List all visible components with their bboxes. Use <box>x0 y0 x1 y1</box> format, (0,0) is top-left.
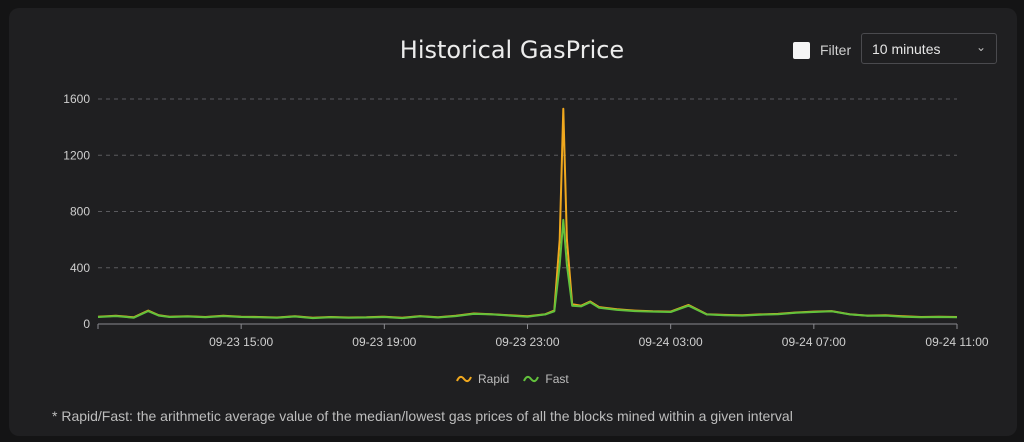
filter-label: Filter <box>820 42 852 58</box>
x-tick-label: 09-23 15:00 <box>209 335 273 349</box>
y-tick-label: 0 <box>83 317 90 331</box>
legend-label-fast: Fast <box>545 372 569 386</box>
filter-control[interactable]: Filter <box>793 40 851 60</box>
chevron-down-icon: ⌄ <box>975 40 986 54</box>
series-line-fast <box>97 218 958 320</box>
wave-icon <box>456 375 472 383</box>
grid-lines <box>98 98 957 269</box>
interval-select[interactable]: 10 minutes ⌄ <box>861 33 997 64</box>
series-line-rapid <box>97 107 958 319</box>
legend-item-fast[interactable]: Fast <box>523 372 569 386</box>
y-tick-label: 800 <box>70 205 90 219</box>
y-axis: 0 400 800 1200 1600 <box>63 92 90 331</box>
chart-card <box>9 8 1017 436</box>
x-tick-label: 09-24 07:00 <box>782 335 846 349</box>
wave-icon <box>523 375 540 383</box>
legend-item-rapid[interactable]: Rapid <box>456 372 509 386</box>
filter-checkbox[interactable] <box>793 41 810 59</box>
chart-title: Historical GasPrice <box>399 36 625 64</box>
legend: Rapid Fast <box>456 372 569 386</box>
series-lines <box>97 107 958 320</box>
y-tick-label: 1600 <box>63 92 90 106</box>
x-tick-label: 09-23 19:00 <box>352 335 416 349</box>
legend-label-rapid: Rapid <box>478 372 510 386</box>
footnote: * Rapid/Fast: the arithmetic average val… <box>52 408 793 424</box>
x-tick-label: 09-23 23:00 <box>495 335 559 349</box>
x-axis: 09-23 15:00 09-23 19:00 09-23 23:00 09-24 0… <box>97 323 989 349</box>
x-tick-label: 09-24 11:00 <box>925 335 988 349</box>
y-tick-label: 400 <box>70 261 90 275</box>
interval-select-value: 10 minutes <box>872 41 941 57</box>
x-tick-label: 09-24 03:00 <box>639 335 703 349</box>
y-tick-label: 1200 <box>63 148 90 162</box>
